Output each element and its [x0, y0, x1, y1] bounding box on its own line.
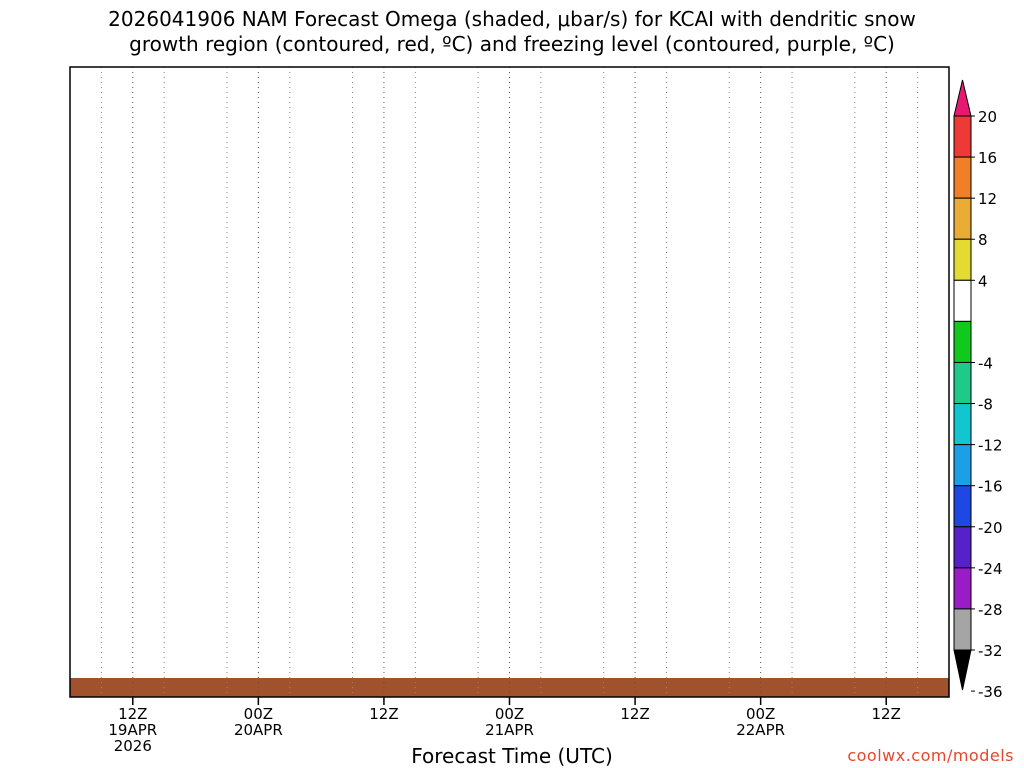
- credit-text: coolwx.com/models: [847, 746, 1014, 765]
- colorbar-label-1: 16: [978, 149, 997, 167]
- colorbar-label-11: -28: [978, 601, 1003, 619]
- colorbar-label-0: 20: [978, 108, 997, 126]
- x-tick-label-66-0: 00Z: [746, 705, 775, 723]
- x-tick-label-42-1: 21APR: [485, 721, 534, 739]
- x-axis-label: Forecast Time (UTC): [411, 744, 613, 768]
- x-tick-label-42-0: 00Z: [495, 705, 524, 723]
- colorbar-bottom-triangle: [953, 649, 972, 691]
- colorbar-cell-4: [953, 279, 972, 322]
- colorbar-cell-10: [953, 526, 972, 569]
- colorbar-label-5: -4: [978, 354, 993, 372]
- colorbar-cell-1: [953, 156, 972, 199]
- colorbar-top-triangle: [953, 79, 972, 117]
- x-tick-label-54-0: 12Z: [620, 705, 649, 723]
- colorbar-label-8: -16: [978, 478, 1003, 496]
- colorbar-label-4: 4: [978, 272, 988, 290]
- colorbar-label-10: -24: [978, 560, 1003, 578]
- gridlines: [100, 67, 919, 697]
- x-tick-label-18-1: 20APR: [234, 721, 283, 739]
- colorbar-label-9: -20: [978, 519, 1003, 537]
- colorbar-label-3: 8: [978, 231, 988, 249]
- colorbar: 20 16 12 8 4 -4 -8 -12 -16 -20 -24 -28 -32 -36: [953, 79, 1003, 701]
- colorbar-label-7: -12: [978, 437, 1003, 455]
- colorbar-cell-9: [953, 485, 972, 528]
- x-tick-label-78-0: 12Z: [872, 705, 901, 723]
- colorbar-cell-3: [953, 238, 972, 281]
- x-tick-label-6-2: 2026: [114, 737, 152, 755]
- colorbar-label-6: -8: [978, 396, 993, 414]
- x-tick-label-6-1: 19APR: [108, 721, 157, 739]
- x-tick-label-6-0: 12Z: [118, 705, 147, 723]
- colorbar-cell-12: [953, 608, 972, 651]
- colorbar-label-2: 12: [978, 190, 997, 208]
- colorbar-cell-5: [953, 320, 972, 363]
- x-tick-label-18-0: 00Z: [244, 705, 273, 723]
- chart-title-line-1: 2026041906 NAM Forecast Omega (shaded, μ…: [108, 7, 916, 31]
- colorbar-cell-2: [953, 197, 972, 240]
- colorbar-cell-11: [953, 567, 972, 610]
- colorbar-label-13: -36: [978, 683, 1003, 701]
- x-tick-label-66-1: 22APR: [736, 721, 785, 739]
- colorbar-cell-7: [953, 403, 972, 446]
- x-tick-label-30-0: 12Z: [369, 705, 398, 723]
- colorbar-cell-0: [953, 115, 972, 158]
- chart-title-line-2: growth region (contoured, red, ºC) and f…: [129, 32, 895, 56]
- colorbar-cell-6: [953, 361, 972, 405]
- colorbar-cell-8: [953, 444, 972, 487]
- colorbar-label-12: -32: [978, 642, 1003, 660]
